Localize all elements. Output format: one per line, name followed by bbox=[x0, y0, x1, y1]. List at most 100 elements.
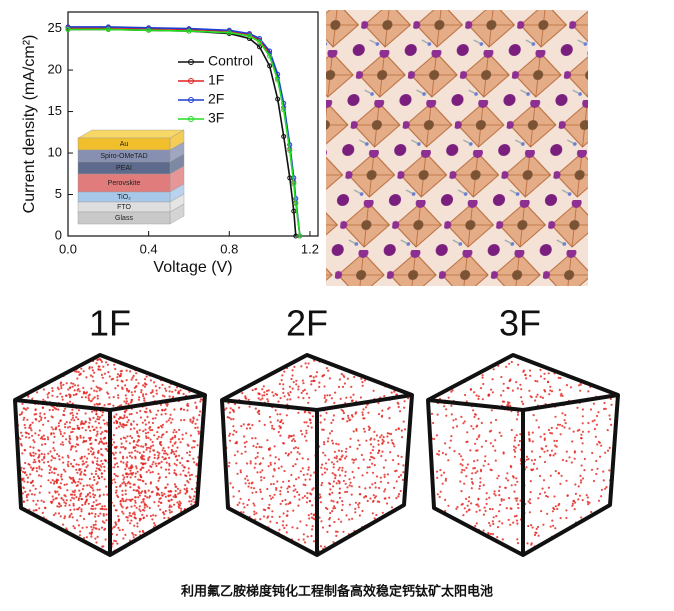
dot bbox=[493, 492, 496, 495]
dot bbox=[186, 404, 189, 407]
dot bbox=[280, 419, 283, 422]
dot bbox=[497, 474, 500, 477]
dot bbox=[482, 513, 485, 516]
dot bbox=[118, 421, 122, 424]
dot bbox=[235, 430, 238, 434]
dot bbox=[245, 475, 248, 478]
dot bbox=[88, 484, 91, 487]
dot bbox=[88, 399, 91, 402]
dot bbox=[395, 393, 398, 396]
dot bbox=[246, 462, 249, 465]
dot bbox=[515, 418, 519, 421]
dot bbox=[119, 437, 123, 440]
dot bbox=[343, 382, 346, 385]
dot bbox=[586, 496, 589, 499]
dot bbox=[73, 493, 76, 496]
dot bbox=[543, 377, 546, 380]
dot bbox=[57, 473, 60, 476]
dot bbox=[193, 495, 196, 498]
dot bbox=[90, 525, 93, 529]
dot bbox=[188, 500, 191, 503]
dot bbox=[541, 448, 544, 451]
dot bbox=[177, 391, 180, 394]
dot bbox=[132, 446, 135, 449]
dot bbox=[318, 496, 321, 500]
dot bbox=[96, 430, 99, 433]
dot bbox=[95, 413, 98, 416]
dot bbox=[60, 475, 63, 478]
dot bbox=[483, 506, 486, 509]
dot bbox=[371, 512, 374, 515]
dot bbox=[68, 440, 71, 443]
dot bbox=[596, 443, 599, 446]
dot bbox=[196, 444, 199, 447]
dot bbox=[594, 435, 597, 438]
dot bbox=[159, 497, 162, 500]
dot bbox=[297, 538, 300, 541]
dot bbox=[153, 434, 156, 437]
dot bbox=[333, 520, 336, 524]
dot bbox=[254, 407, 257, 410]
dot bbox=[553, 439, 556, 442]
dot bbox=[478, 484, 481, 488]
dot bbox=[117, 515, 120, 518]
dot bbox=[68, 435, 71, 438]
dot bbox=[167, 446, 170, 449]
dot bbox=[69, 395, 72, 398]
point bbox=[291, 181, 297, 187]
dot bbox=[34, 487, 37, 490]
dot bbox=[78, 478, 81, 481]
dot bbox=[26, 481, 29, 484]
legend-marker bbox=[188, 59, 194, 65]
dot bbox=[51, 387, 54, 390]
dot bbox=[142, 517, 145, 520]
dot bbox=[279, 434, 282, 437]
dot bbox=[482, 484, 485, 487]
dot bbox=[346, 420, 349, 423]
dot bbox=[136, 423, 139, 426]
dot bbox=[53, 480, 56, 483]
dot bbox=[225, 407, 228, 410]
dot bbox=[21, 470, 25, 473]
point bbox=[105, 26, 111, 32]
dot bbox=[135, 489, 138, 492]
dot bbox=[164, 412, 167, 415]
dot bbox=[265, 393, 269, 396]
dot bbox=[93, 478, 96, 482]
dot bbox=[170, 505, 173, 508]
dot bbox=[525, 466, 528, 469]
dot bbox=[88, 491, 91, 495]
dot bbox=[147, 469, 150, 472]
dot bbox=[295, 478, 298, 481]
dot bbox=[449, 439, 452, 442]
dot bbox=[119, 500, 122, 503]
dot bbox=[473, 415, 476, 418]
dot bbox=[496, 526, 500, 529]
dot bbox=[358, 443, 361, 447]
dot bbox=[77, 463, 80, 466]
dot bbox=[71, 416, 74, 419]
dot bbox=[332, 419, 335, 422]
dot bbox=[501, 538, 504, 541]
dot bbox=[364, 487, 367, 490]
dot bbox=[574, 492, 578, 495]
dot bbox=[289, 435, 292, 438]
dot bbox=[42, 434, 45, 437]
dot bbox=[92, 416, 95, 419]
dot bbox=[604, 451, 607, 454]
dot bbox=[471, 482, 474, 485]
dot bbox=[292, 434, 295, 437]
dot bbox=[72, 476, 75, 479]
dot bbox=[73, 480, 76, 483]
dot bbox=[85, 440, 88, 443]
dot bbox=[514, 483, 517, 486]
series-line bbox=[68, 28, 301, 237]
dot bbox=[184, 492, 187, 495]
cube-edge bbox=[14, 398, 111, 412]
dot bbox=[379, 480, 382, 483]
dot bbox=[262, 385, 265, 388]
dot bbox=[476, 470, 479, 473]
dot bbox=[329, 482, 332, 486]
dot bbox=[354, 511, 357, 514]
dot bbox=[103, 465, 106, 468]
